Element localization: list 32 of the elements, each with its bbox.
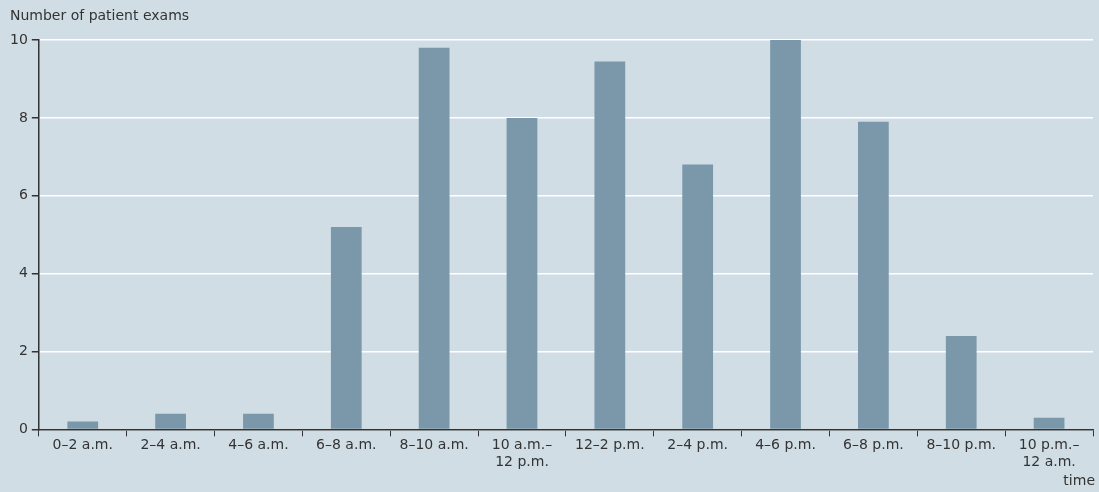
x-tick-label: 6–8 p.m. (843, 436, 904, 453)
bar (682, 164, 714, 429)
y-tick-label: 8 (18, 108, 28, 125)
x-axis-title: time (1063, 471, 1095, 488)
x-tick-label: 10 p.m.–12 a.m. (1018, 436, 1080, 470)
bar (506, 117, 538, 429)
bar (1033, 417, 1065, 429)
x-tick-label: 8–10 p.m. (926, 436, 997, 453)
x-tick-label: 6–8 a.m. (316, 436, 377, 453)
bar (67, 421, 99, 429)
bar (594, 61, 626, 429)
x-tick-label: 8–10 a.m. (399, 436, 469, 453)
bar (330, 226, 362, 429)
y-tick-label: 2 (18, 342, 28, 359)
y-axis-title: Number of patient exams (10, 6, 190, 23)
bar (770, 40, 801, 429)
bar (243, 413, 274, 429)
x-tick-label: 4–6 p.m. (755, 436, 816, 453)
x-tick-label: 2–4 a.m. (140, 436, 201, 453)
y-tick-label: 4 (18, 264, 28, 281)
x-tick-label: 4–6 a.m. (228, 436, 289, 453)
y-tick-label: 10 (9, 30, 28, 47)
x-tick-label: 0–2 a.m. (52, 436, 113, 453)
y-tick-label: 0 (18, 420, 28, 437)
x-tick-label: 2–4 p.m. (667, 436, 729, 453)
x-tick-label: 12–2 p.m. (575, 436, 645, 453)
bar (858, 121, 889, 429)
bar (418, 47, 450, 429)
bar (945, 335, 977, 429)
x-tick-label: 10 a.m.–12 p.m. (491, 436, 553, 470)
y-tick-label: 6 (18, 186, 28, 203)
bar (155, 413, 186, 429)
